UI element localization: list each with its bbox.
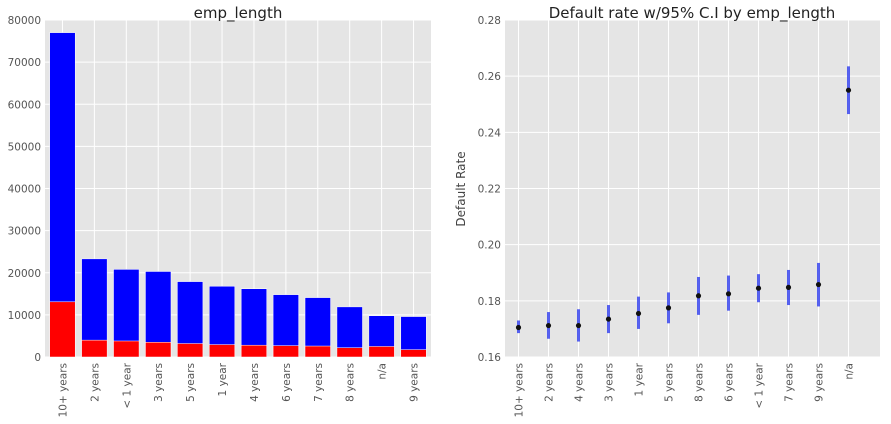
data-point: [575, 322, 582, 329]
data-point: [725, 291, 732, 297]
data-point: [665, 305, 672, 311]
y-tick-label: 0.26: [478, 71, 502, 83]
y-tick-label: 0.28: [478, 15, 501, 27]
bars-left: [49, 32, 427, 358]
x-tick-label: 5 years: [185, 363, 197, 402]
x-tick-label: 2 years: [89, 363, 101, 402]
y-ticks-right: 0.16 0.18 0.20 0.22 0.24 0.26 0.28: [478, 15, 502, 364]
marks-right: [515, 66, 852, 342]
x-tick-label: 8 years: [345, 363, 357, 402]
x-tick-label: < 1 year: [121, 362, 133, 408]
x-tick-label: 5 years: [664, 363, 676, 402]
bar: [113, 340, 140, 358]
x-ticks-left: 10+ years 2 years < 1 year 3 years 5 years 1 …: [57, 362, 420, 417]
data-point: [845, 87, 852, 93]
data-point: [785, 284, 792, 290]
x-tick-label: 1 year: [634, 362, 646, 396]
bar: [304, 345, 331, 358]
x-tick-label: 10+ years: [514, 363, 526, 417]
y-tick-label: 70000: [8, 57, 41, 69]
chart-title-left: emp_length: [194, 4, 283, 23]
bar: [145, 342, 172, 358]
bar: [400, 349, 427, 358]
data-point: [545, 322, 552, 329]
y-tick-label: 10000: [8, 310, 41, 322]
x-tick-label: 10+ years: [57, 363, 69, 417]
y-tick-label: 20000: [8, 268, 41, 280]
bar: [177, 343, 204, 358]
x-tick-label: 3 years: [604, 363, 616, 402]
y-tick-label: 0.16: [478, 352, 502, 364]
y-tick-label: 80000: [8, 15, 41, 27]
bar: [209, 344, 236, 358]
data-point: [815, 281, 822, 288]
data-point: [695, 293, 702, 299]
y-ticks-left: 0 10000 20000 30000 40000 50000 60000 70000 8000…: [8, 15, 41, 364]
bar: [240, 344, 267, 358]
bar: [336, 347, 363, 358]
y-tick-label: 0.24: [478, 127, 502, 139]
x-ticks-right: 10+ years 2 years 4 years 3 years 1 year 5 ye…: [514, 362, 856, 417]
data-point: [755, 285, 762, 291]
x-tick-label: 9 years: [409, 363, 421, 402]
chart-title-right: Default rate w/95% C.I by emp_length: [549, 4, 836, 23]
y-tick-label: 30000: [8, 226, 41, 238]
y-tick-label: 0: [34, 352, 41, 364]
x-tick-label: 9 years: [814, 363, 826, 402]
y-tick-label: 0.18: [478, 296, 501, 308]
x-tick-label: 7 years: [313, 363, 325, 402]
data-point: [605, 316, 612, 322]
bar: [49, 301, 76, 358]
default-rate-ci-chart: 0.16 0.18 0.20 0.22 0.24 0.26 0.28 10+ years 2 …: [454, 4, 880, 417]
y-tick-label: 0.22: [478, 184, 501, 196]
y-tick-label: 40000: [8, 184, 41, 196]
x-tick-label: 6 years: [724, 363, 736, 402]
bar: [81, 339, 108, 358]
x-tick-label: 4 years: [249, 363, 261, 402]
y-tick-label: 60000: [8, 99, 41, 111]
x-tick-label: 7 years: [784, 363, 796, 402]
y-tick-label: 50000: [8, 141, 41, 153]
x-tick-label: 4 years: [574, 363, 586, 402]
emp-length-bar-chart: 0 10000 20000 30000 40000 50000 60000 70000 8000…: [8, 4, 431, 417]
data-point: [515, 324, 522, 331]
x-tick-label: 2 years: [544, 363, 556, 402]
data-point: [635, 310, 642, 317]
x-tick-label: n/a: [377, 363, 389, 380]
x-tick-label: < 1 year: [754, 362, 766, 408]
y-tick-label: 0.20: [478, 240, 501, 252]
x-tick-label: n/a: [844, 363, 856, 380]
x-tick-label: 3 years: [153, 363, 165, 402]
x-tick-label: 8 years: [694, 363, 706, 402]
bar: [272, 345, 299, 358]
bar: [368, 346, 395, 358]
x-tick-label: 6 years: [281, 363, 293, 402]
y-axis-label-right: Default Rate: [454, 151, 468, 226]
x-tick-label: 1 year: [217, 362, 229, 396]
